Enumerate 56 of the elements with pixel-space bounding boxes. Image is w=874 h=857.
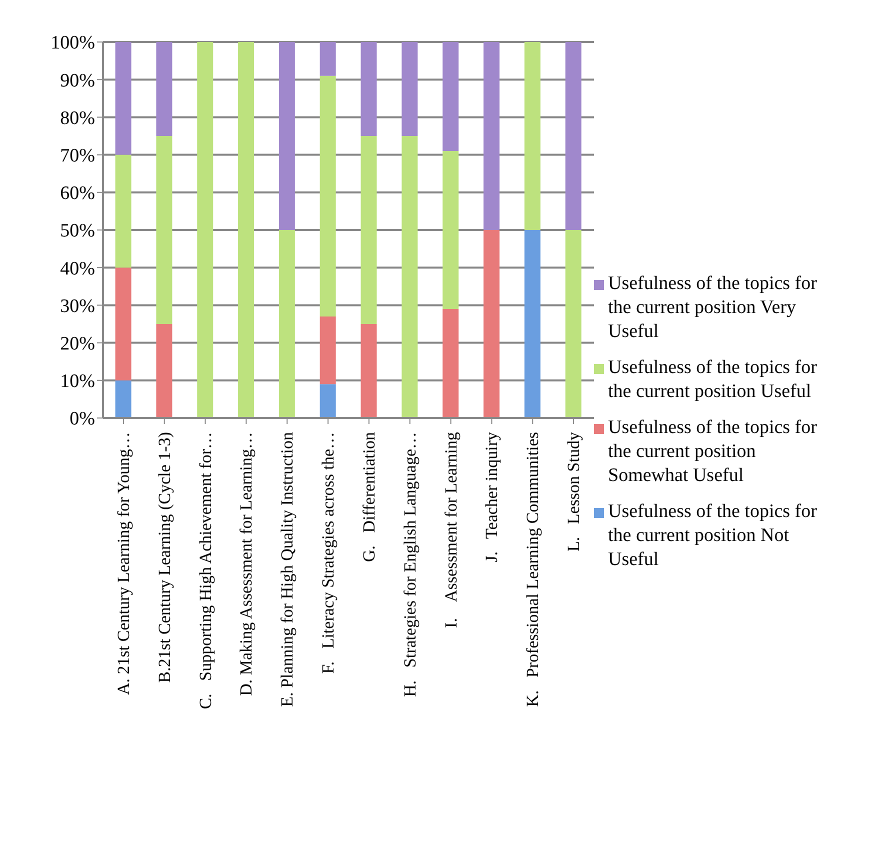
x-tick-label: B.21st Century Learning (Cycle 1-3) [154,432,174,683]
y-tick-label: 20% [60,334,96,355]
bar [115,42,132,155]
x-tick-label: C. Supporting High Achievement for… [196,432,215,710]
bar [115,268,132,380]
bar [320,42,336,76]
bar [565,230,582,418]
bar [278,42,295,230]
y-tick-label: 70% [60,146,96,167]
bar [320,384,336,418]
legend-label: Usefulness of the topics for the current position Somewhat Useful [608,416,818,488]
legend-label: Usefulness of the topics for the current position Useful [608,356,818,404]
legend-label: Usefulness of the topics for the current position Not Useful [608,500,818,572]
y-tick-label: 80% [60,108,96,129]
x-tick-label: H. Strategies for English Language… [400,432,420,697]
x-tick-label: E. Planning for High Quality Instruction [278,432,297,707]
bar [484,230,500,418]
y-tick-label: 90% [60,70,96,92]
bar [278,230,295,418]
bar [238,42,254,418]
bar [402,42,418,136]
bar [156,136,172,324]
bar [442,151,459,309]
x-tick-label: A. 21st Century Learning for Young… [114,432,133,696]
bar [442,308,459,418]
y-tick-label: 30% [60,296,96,317]
x-tick-label: F. Literacy Strategies across the… [318,432,338,674]
y-tick-label: 0% [70,408,96,430]
y-tick-label: 10% [60,371,96,392]
bar [156,42,172,136]
x-tick-label: J. Teacher inquiry [482,432,502,562]
bar [360,136,377,324]
legend-label: Usefulness of the topics for the current position Very Useful [608,272,818,344]
bar [484,42,500,230]
bar [115,154,132,268]
y-tick-label: 50% [60,220,96,242]
bar [320,316,336,384]
y-tick-label: 40% [60,258,96,280]
bar [197,42,214,418]
bar [565,42,582,230]
bar [360,42,377,136]
bar [524,230,540,418]
bar [524,42,540,230]
bar [360,324,377,418]
y-tick-label: 60% [60,183,96,204]
x-tick-label: I. Assessment for Learning [441,432,460,628]
x-tick-label: D. Making Assessment for Learning… [236,432,256,696]
y-tick-label: 100% [50,32,96,54]
bar [156,324,172,418]
bar [402,136,418,418]
x-tick-label: G. Differentiation [359,432,378,562]
bar [320,76,336,316]
x-tick-label: K. Professional Learning Communities [523,432,542,707]
bar [115,380,132,418]
bar [442,42,459,152]
x-tick-label: L. Lesson Study [564,432,584,552]
